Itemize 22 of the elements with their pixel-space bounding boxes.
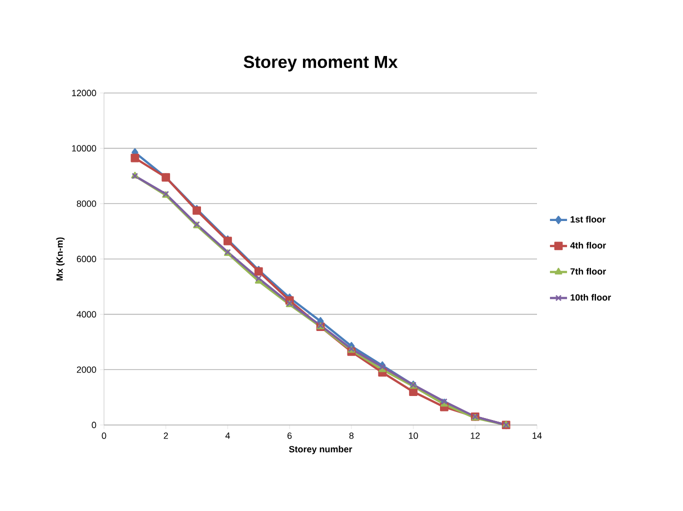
y-tick-label: 8000 (76, 200, 96, 207)
x-tick-label: 8 (349, 432, 354, 439)
y-axis-title: Mx (Kn-m) (56, 237, 65, 280)
x-tick-label: 6 (288, 432, 292, 439)
y-tick-label: 0 (92, 422, 96, 428)
x-tick-label: 10 (408, 432, 418, 439)
legend-label: 1st floor (570, 216, 606, 223)
y-tick-label: 4000 (76, 311, 96, 318)
x-tick-label: 0 (102, 432, 106, 439)
y-tick-label: 2000 (76, 366, 96, 373)
x-tick-label: 4 (225, 432, 230, 439)
x-tick-label: 14 (532, 432, 542, 439)
x-tick-label: 2 (164, 432, 168, 439)
x-axis-title: Storey number (289, 446, 352, 454)
y-tick-label: 6000 (76, 256, 96, 262)
legend-label: 4th floor (570, 242, 606, 249)
x-tick-label: 12 (470, 432, 480, 439)
chart-title: Storey moment Mx (244, 56, 398, 72)
y-tick-label: 10000 (72, 145, 96, 152)
legend-label: 10th floor (570, 294, 611, 301)
y-tick-label: 12000 (72, 90, 96, 96)
legend-label: 7th floor (570, 268, 606, 275)
